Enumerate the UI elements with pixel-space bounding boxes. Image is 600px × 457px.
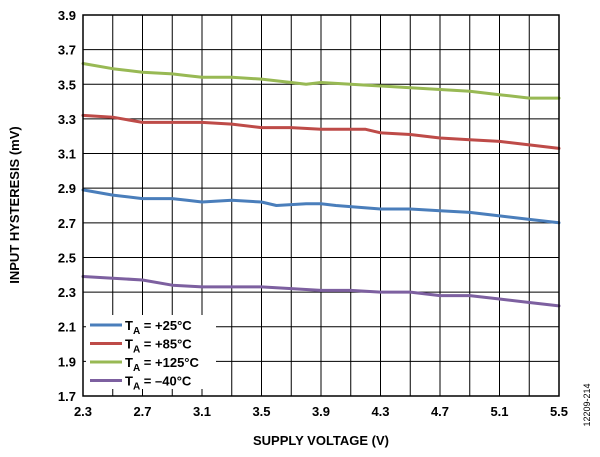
legend-prefix-subscript: A [133, 326, 140, 337]
legend-series-name: +125°C [155, 355, 199, 370]
x-tick-label: 5.5 [550, 404, 568, 419]
legend-label: TA = +125°C [125, 355, 199, 374]
legend-prefix-subscript: A [133, 363, 140, 374]
y-tick-labels: 1.7 1.9 2.1 2.3 2.5 2.7 2.9 3.1 3.3 3.5 3.7 3.9 [58, 8, 76, 404]
y-tick-label: 3.5 [58, 77, 76, 92]
series-line [81, 275, 561, 308]
x-tick-labels: 2.3 2.7 3.1 3.5 3.9 4.3 4.7 5.1 5.5 [74, 404, 568, 419]
legend-label: TA = +25°C [125, 318, 192, 337]
y-tick-label: 3.9 [58, 8, 76, 23]
y-tick-label: 2.5 [58, 250, 76, 265]
legend-equals: = [140, 318, 155, 333]
legend-prefix-subscript: A [133, 345, 140, 356]
legend-equals: = [140, 355, 155, 370]
y-tick-label: 2.9 [58, 181, 76, 196]
x-tick-label: 2.7 [133, 404, 151, 419]
x-tick-label: 4.7 [431, 404, 449, 419]
x-tick-label: 3.9 [312, 404, 330, 419]
legend-label: TA = +85°C [125, 337, 192, 356]
plot-frame [82, 14, 560, 397]
x-tick-label: 5.1 [490, 404, 508, 419]
legend: TA = +25°CTA = +85°CTA = +125°CTA = –40°… [86, 315, 216, 393]
series-line [81, 62, 561, 100]
legend-equals: = [140, 374, 155, 389]
series-line [81, 113, 561, 150]
x-tick-label: 2.3 [74, 404, 92, 419]
legend-background [86, 315, 216, 389]
legend-prefix: T [125, 374, 133, 389]
y-tick-label: 1.7 [58, 389, 76, 404]
legend-equals: = [140, 337, 155, 352]
series-lines [81, 62, 561, 308]
y-tick-label: 2.3 [58, 285, 76, 300]
y-tick-label: 3.7 [58, 43, 76, 58]
legend-prefix: T [125, 337, 133, 352]
y-tick-label: 3.1 [58, 147, 76, 162]
legend-prefix: T [125, 355, 133, 370]
legend-label: TA = –40°C [125, 374, 192, 393]
x-tick-label: 4.3 [371, 404, 389, 419]
y-tick-label: 1.9 [58, 354, 76, 369]
figure-id: 12209-214 [582, 383, 592, 426]
legend-prefix-subscript: A [133, 382, 140, 393]
series-line [81, 188, 561, 225]
y-tick-label: 2.7 [58, 216, 76, 231]
x-tick-label: 3.1 [193, 404, 211, 419]
y-axis-title: INPUT HYSTERESIS (mV) [7, 126, 22, 283]
legend-series-name: –40°C [155, 374, 192, 389]
legend-prefix: T [125, 318, 133, 333]
y-tick-label: 2.1 [58, 320, 76, 335]
legend-series-name: +85°C [155, 337, 192, 352]
x-tick-label: 3.5 [252, 404, 270, 419]
x-axis-title: SUPPLY VOLTAGE (V) [253, 433, 389, 448]
y-tick-label: 3.3 [58, 112, 76, 127]
legend-series-name: +25°C [155, 318, 192, 333]
